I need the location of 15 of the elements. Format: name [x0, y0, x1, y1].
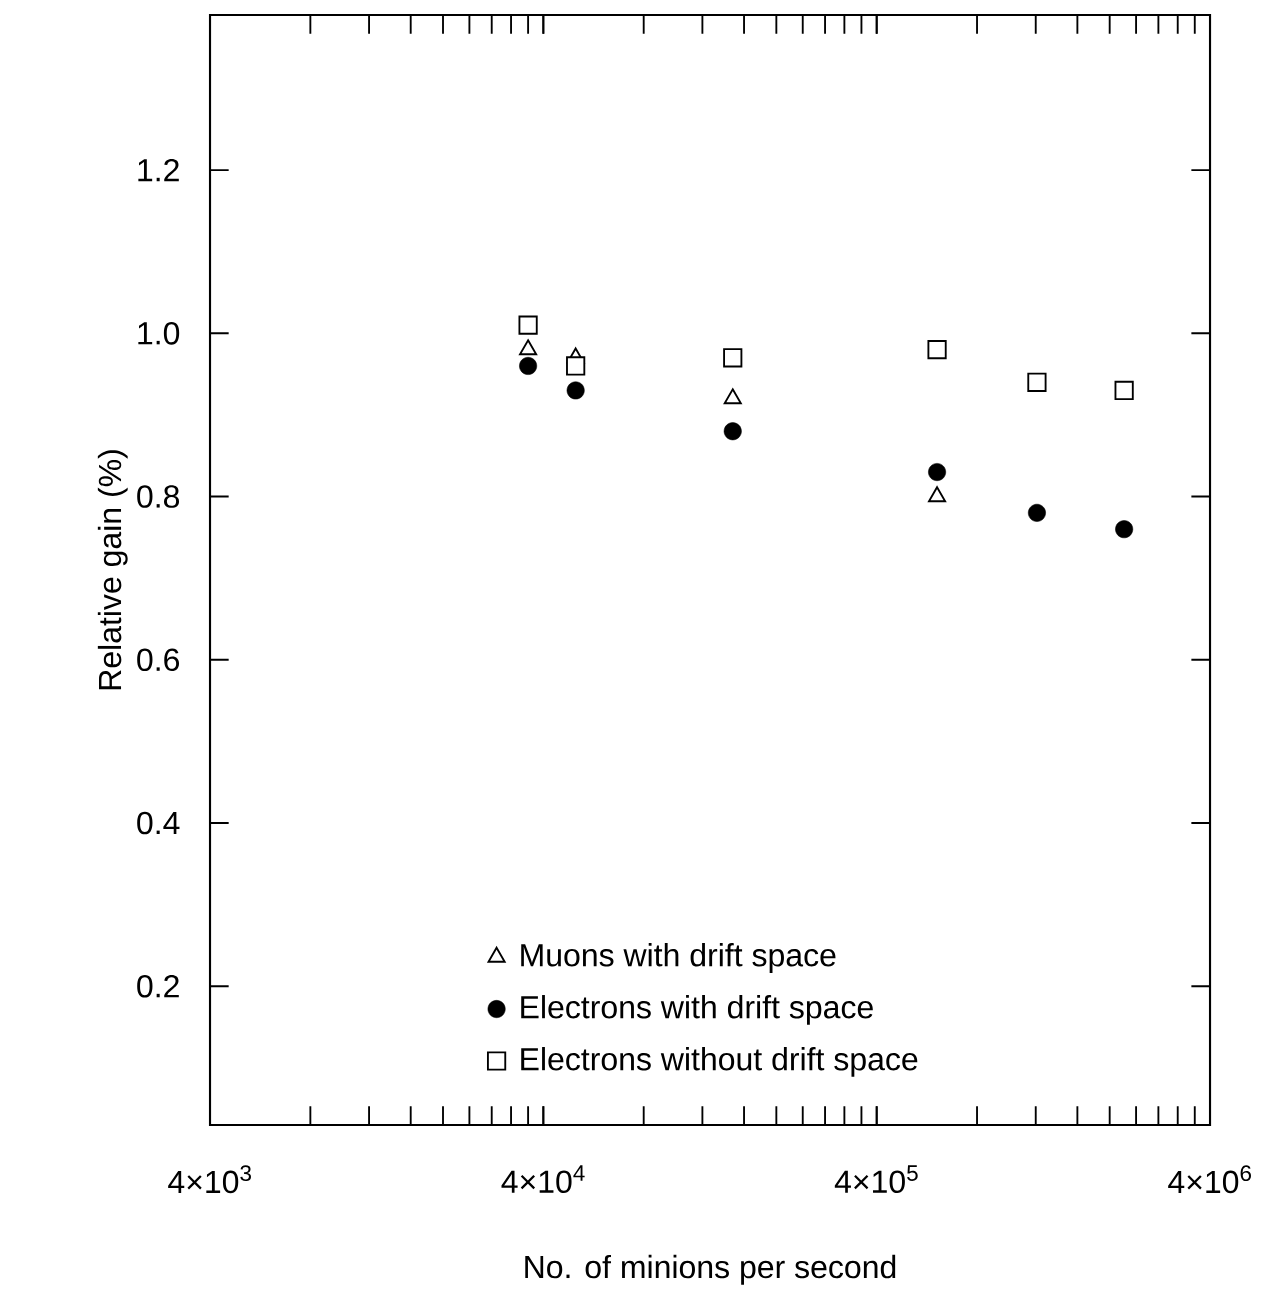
x-tick-label: 4×10$^{4}$	[501, 1165, 585, 1194]
y-tick-label: 0.6	[137, 648, 180, 672]
legend-label: Electrons without drift space	[521, 1047, 918, 1077]
legend-label: Electrons with drift space	[521, 995, 873, 1025]
y-tick-label: 0.8	[137, 485, 180, 508]
x-axis-title: No. of minions per second	[525, 1254, 896, 1285]
x-tick-label: 4×10$^{3}$	[168, 1165, 251, 1194]
x-tick-label: 4×10$^{5}$	[834, 1165, 918, 1194]
y-tick-label: 1.2	[138, 158, 179, 182]
y-tick-label: 1.0	[138, 321, 180, 345]
y-axis-title: Relative gain (%)	[97, 450, 128, 690]
y-tick-label: 0.4	[137, 811, 180, 835]
x-tick-label: 4×10$^{6}$	[1168, 1165, 1251, 1194]
legend-label: Muons with drift space	[521, 943, 836, 973]
y-tick-label: 0.2	[137, 974, 179, 998]
